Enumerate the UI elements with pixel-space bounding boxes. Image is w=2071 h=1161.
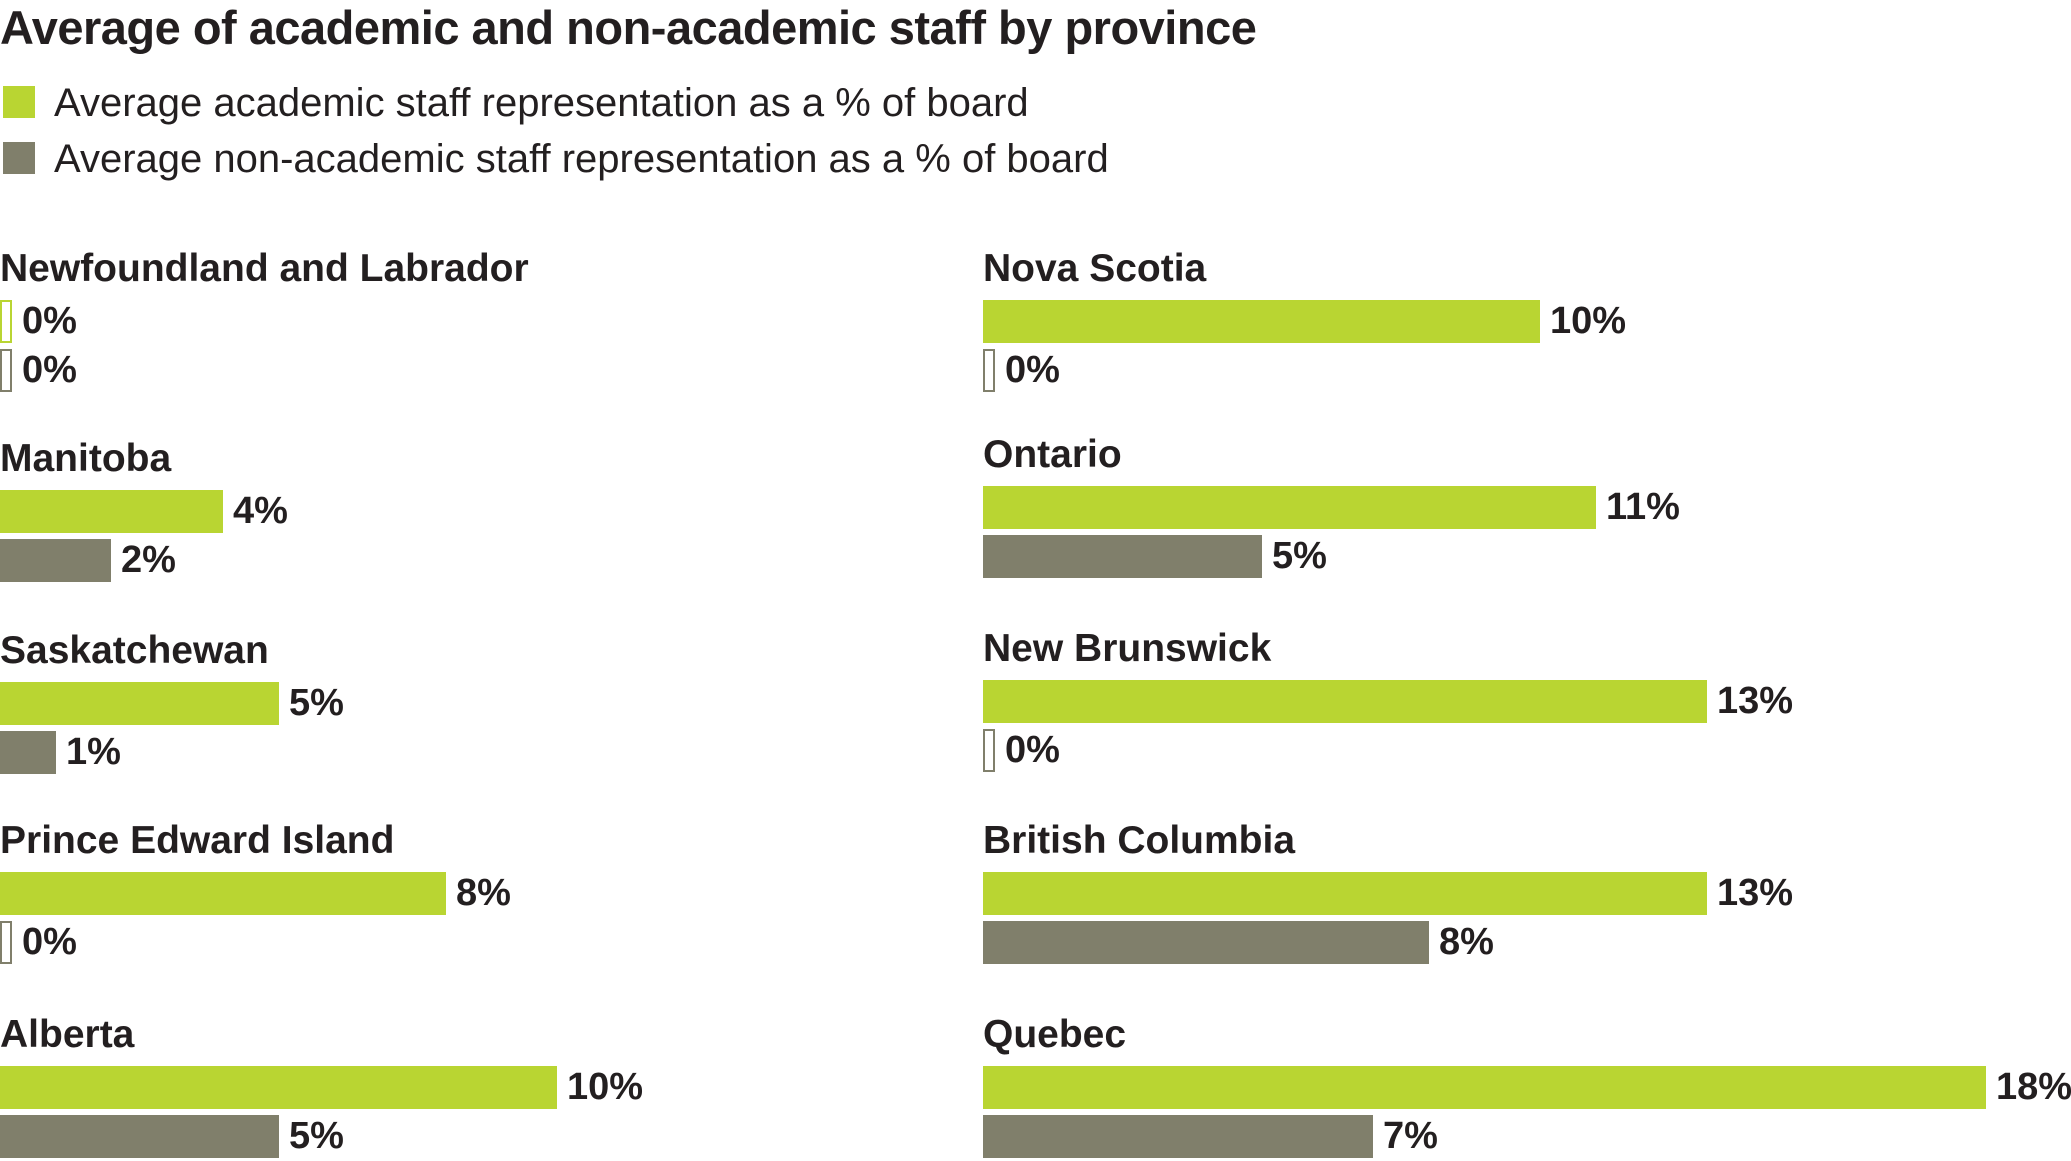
bar-academic	[0, 1066, 557, 1109]
bar-academic	[0, 490, 223, 533]
province-name: Nova Scotia	[983, 247, 1207, 290]
legend-swatch-academic	[3, 86, 35, 118]
bar-academic	[0, 872, 446, 915]
value-label-non-academic: 0%	[22, 921, 77, 963]
province-name: Manitoba	[0, 437, 172, 480]
province-name: Saskatchewan	[0, 629, 269, 672]
bar-academic	[0, 300, 12, 343]
value-label-academic: 5%	[289, 682, 344, 724]
bar-non-academic	[0, 731, 56, 774]
bar-non-academic	[983, 535, 1262, 578]
value-label-non-academic: 7%	[1383, 1115, 1438, 1157]
bar-non-academic	[0, 349, 12, 392]
bar-non-academic	[0, 539, 111, 582]
province-name: Prince Edward Island	[0, 819, 395, 862]
value-label-non-academic: 0%	[1005, 349, 1060, 391]
value-label-non-academic: 5%	[1272, 535, 1327, 577]
bar-non-academic	[0, 1115, 279, 1158]
bar-academic	[983, 300, 1540, 343]
value-label-academic: 4%	[233, 490, 288, 532]
legend-label-academic: Average academic staff representation as…	[54, 81, 1029, 125]
value-label-academic: 13%	[1717, 680, 1794, 722]
value-label-academic: 10%	[567, 1066, 644, 1108]
bar-academic	[0, 682, 279, 725]
value-label-academic: 8%	[456, 872, 511, 914]
province-name: Newfoundland and Labrador	[0, 247, 529, 290]
value-label-non-academic: 2%	[121, 539, 176, 581]
province-name: New Brunswick	[983, 627, 1272, 670]
bar-non-academic	[983, 729, 995, 772]
bar-academic	[983, 486, 1596, 529]
province-name: Ontario	[983, 433, 1122, 476]
province-name: Quebec	[983, 1013, 1127, 1056]
bar-non-academic	[983, 349, 995, 392]
value-label-academic: 13%	[1717, 872, 1794, 914]
value-label-non-academic: 1%	[66, 731, 121, 773]
bar-academic	[983, 1066, 1986, 1109]
value-label-academic: 10%	[1550, 300, 1627, 342]
legend-label-non-academic: Average non-academic staff representatio…	[54, 137, 1109, 181]
value-label-academic: 0%	[22, 300, 77, 342]
province-name: Alberta	[0, 1013, 135, 1056]
value-label-academic: 18%	[1996, 1066, 2071, 1108]
legend-swatch-non-academic	[3, 142, 35, 174]
value-label-non-academic: 0%	[22, 349, 77, 391]
province-name: British Columbia	[983, 819, 1296, 862]
bar-non-academic	[983, 1115, 1373, 1158]
bar-academic	[983, 872, 1707, 915]
value-label-non-academic: 5%	[289, 1115, 344, 1157]
bar-non-academic	[0, 921, 12, 964]
bar-non-academic	[983, 921, 1429, 964]
value-label-academic: 11%	[1606, 486, 1680, 528]
bar-academic	[983, 680, 1707, 723]
value-label-non-academic: 0%	[1005, 729, 1060, 771]
value-label-non-academic: 8%	[1439, 921, 1494, 963]
chart-title: Average of academic and non-academic sta…	[0, 1, 1257, 54]
